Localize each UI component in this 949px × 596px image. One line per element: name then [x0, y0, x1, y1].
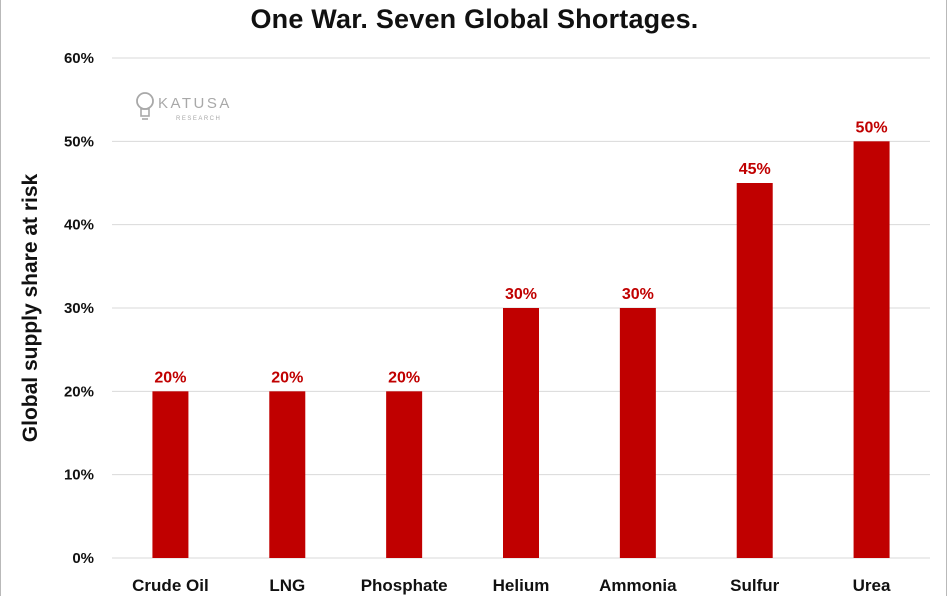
category-label: Helium [493, 576, 550, 595]
data-label: 20% [271, 369, 303, 386]
bar [386, 391, 423, 558]
chart-title: One War. Seven Global Shortages. [250, 4, 699, 34]
data-labels: 20% 20% 20% 30% 30% 45% 50% [154, 119, 887, 386]
y-tick-label: 20% [64, 383, 94, 400]
bar [736, 183, 773, 558]
bar [152, 391, 189, 558]
y-tick-label: 60% [64, 50, 94, 67]
data-label: 30% [622, 286, 654, 303]
data-label: 50% [856, 119, 888, 136]
watermark-sub: RESEARCH [176, 116, 221, 122]
bar [503, 308, 539, 558]
category-label: Sulfur [730, 576, 779, 595]
data-label: 45% [739, 161, 771, 178]
y-tick-label: 10% [64, 467, 94, 484]
watermark-brand: KATUSA [158, 95, 232, 112]
category-label: Phosphate [361, 576, 448, 595]
y-axis-ticks: 0% 10% 20% 30% 40% 50% 60% [64, 50, 94, 567]
bar [619, 308, 656, 558]
y-tick-label: 30% [64, 300, 94, 317]
category-label: LNG [269, 576, 305, 595]
y-axis-label: Global supply share at risk [19, 173, 42, 442]
x-axis-categories: Crude Oil LNG Phosphate Helium Ammonia Sulfur… [132, 576, 891, 595]
bars [152, 141, 890, 559]
data-label: 20% [154, 369, 186, 386]
bar [269, 391, 306, 558]
lightbulb-icon [136, 92, 154, 120]
category-label: Crude Oil [132, 576, 209, 595]
y-tick-label: 50% [64, 133, 94, 150]
y-tick-label: 0% [72, 550, 94, 567]
data-label: 20% [388, 369, 420, 386]
data-label: 30% [505, 286, 537, 303]
bar [853, 141, 890, 559]
y-tick-label: 40% [64, 217, 94, 234]
category-label: Urea [853, 576, 891, 595]
category-label: Ammonia [599, 576, 677, 595]
katusa-watermark-logo: KATUSA RESEARCH [136, 92, 232, 122]
